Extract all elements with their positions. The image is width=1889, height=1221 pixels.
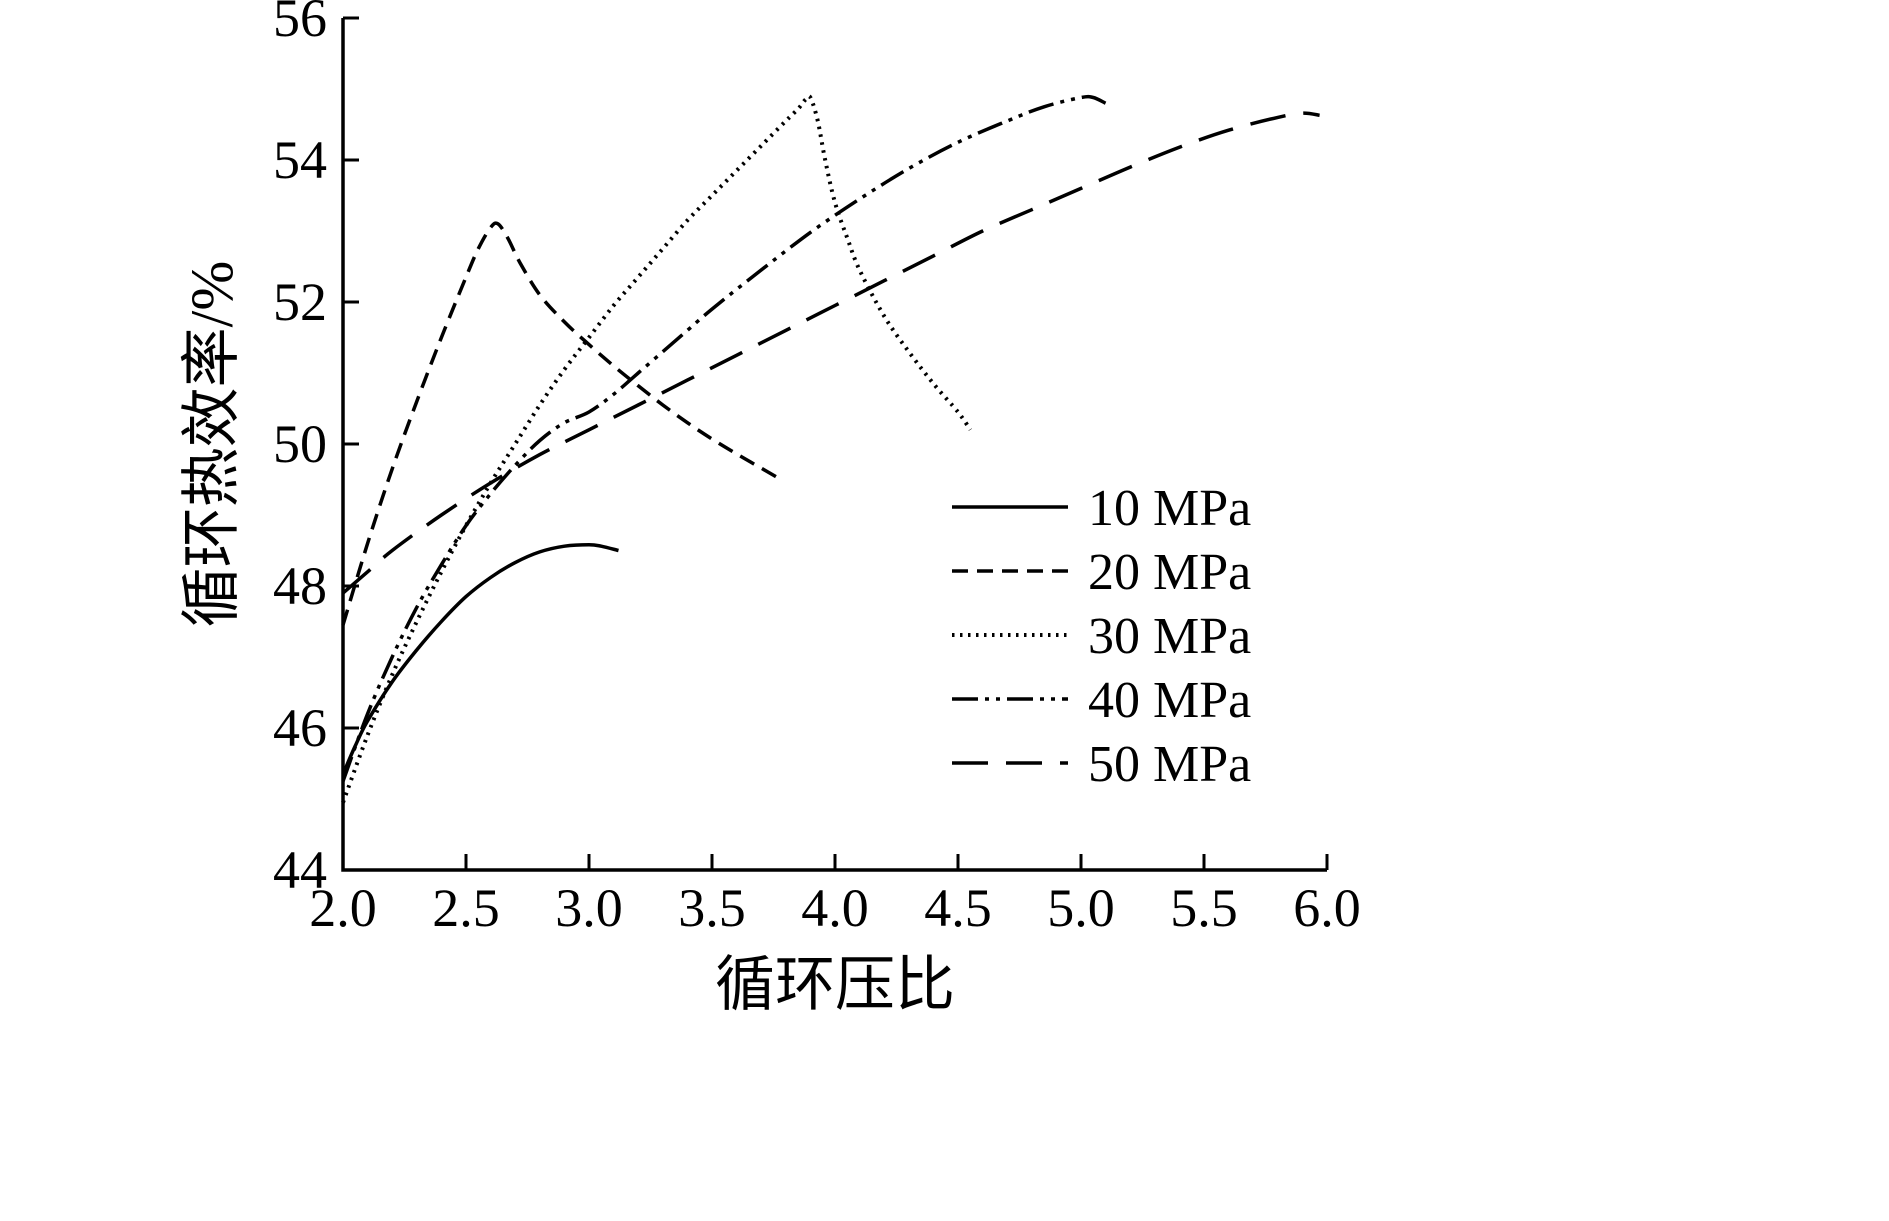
series-line-10-mpa xyxy=(341,543,619,775)
series-line-30-mpa xyxy=(341,94,972,804)
legend-label: 10 MPa xyxy=(1088,480,1251,537)
tick-labels: 2.0 2.5 3.0 3.5 4.0 4.5 5.0 5.5 6.0 44 46 48 50 52 54 5… xyxy=(273,0,1361,938)
legend-label: 50 MPa xyxy=(1088,736,1251,793)
legend-item-30-mpa: 30 MPa xyxy=(952,608,1251,665)
y-tick-label: 52 xyxy=(273,272,327,332)
x-tick-label: 5.0 xyxy=(1047,878,1115,938)
y-tick-label: 56 xyxy=(273,0,327,48)
legend-item-20-mpa: 20 MPa xyxy=(952,544,1251,601)
x-tick-label: 4.0 xyxy=(801,878,869,938)
series-line-40-mpa xyxy=(341,94,1107,782)
y-tick-label: 54 xyxy=(273,130,327,190)
legend-label: 30 MPa xyxy=(1088,608,1251,665)
x-tick-label: 2.0 xyxy=(309,878,377,938)
y-tick-label: 48 xyxy=(273,556,327,616)
legend-label: 40 MPa xyxy=(1088,672,1251,729)
y-axis-label: 循环热效率/% xyxy=(179,261,245,628)
x-tick-label: 3.5 xyxy=(678,878,746,938)
legend-item-50-mpa: 50 MPa xyxy=(952,736,1251,793)
y-tick-label: 44 xyxy=(273,840,327,900)
series-line-20-mpa xyxy=(341,221,782,626)
x-tick-label: 2.5 xyxy=(432,878,500,938)
data-curves xyxy=(341,94,1320,804)
x-tick-label: 4.5 xyxy=(924,878,992,938)
y-tick-label: 46 xyxy=(273,698,327,758)
x-tick-label: 6.0 xyxy=(1293,878,1361,938)
legend-label: 20 MPa xyxy=(1088,544,1251,601)
x-axis-label: 循环压比 xyxy=(715,952,955,1018)
series-line-50-mpa xyxy=(341,111,1320,595)
y-tick-label: 50 xyxy=(273,414,327,474)
legend: 10 MPa 20 MPa 30 MPa 40 MPa 50 MPa xyxy=(952,480,1251,793)
legend-item-40-mpa: 40 MPa xyxy=(952,672,1251,729)
x-tick-label: 3.0 xyxy=(555,878,623,938)
legend-item-10-mpa: 10 MPa xyxy=(952,480,1251,537)
x-tick-label: 5.5 xyxy=(1170,878,1238,938)
